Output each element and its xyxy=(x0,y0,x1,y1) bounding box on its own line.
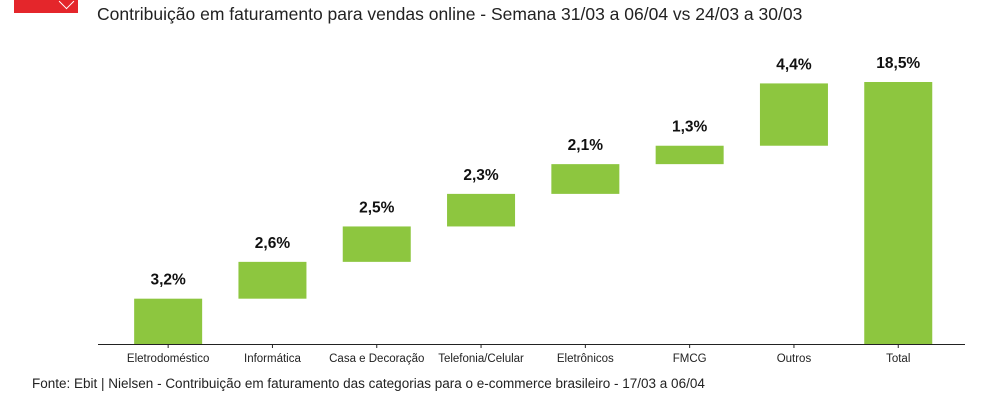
x-tick-label-5: FMCG xyxy=(673,353,707,365)
x-tick-label-1: Informática xyxy=(244,353,301,365)
data-label-2: 2,5% xyxy=(359,199,395,216)
data-label-3: 2,3% xyxy=(463,167,499,184)
x-tick-label-0: Eletrodoméstico xyxy=(127,353,209,365)
waterfall-chart: 3,2% Eletrodoméstico 2,6% Informática 2,5% Ca… xyxy=(98,55,965,365)
data-label-5: 1,3% xyxy=(672,119,708,136)
x-tick-label-3: Telefonia/Celular xyxy=(438,353,524,365)
data-label-1: 2,6% xyxy=(255,235,291,252)
x-tick-label-2: Casa e Decoração xyxy=(329,353,424,365)
brand-logo xyxy=(14,0,78,13)
x-tick-label-7: Total xyxy=(886,353,910,365)
bar-0 xyxy=(134,298,203,344)
data-label-0: 3,2% xyxy=(150,272,186,289)
bar-1 xyxy=(238,261,307,299)
x-tick-label-4: Eletrônicos xyxy=(557,353,614,365)
chart-title: Contribuição em faturamento para vendas … xyxy=(97,4,803,24)
bar-7 xyxy=(864,82,933,344)
x-tick-label-6: Outros xyxy=(777,353,812,365)
bar-3 xyxy=(447,193,516,227)
data-label-7: 18,5% xyxy=(876,55,920,72)
bar-6 xyxy=(759,83,828,146)
data-label-4: 2,1% xyxy=(568,137,604,154)
bar-5 xyxy=(655,145,724,165)
bar-4 xyxy=(551,164,620,194)
bar-2 xyxy=(342,226,411,262)
data-label-6: 4,4% xyxy=(776,56,812,73)
source-note: Fonte: Ebit | Nielsen - Contribuição em … xyxy=(32,376,705,391)
